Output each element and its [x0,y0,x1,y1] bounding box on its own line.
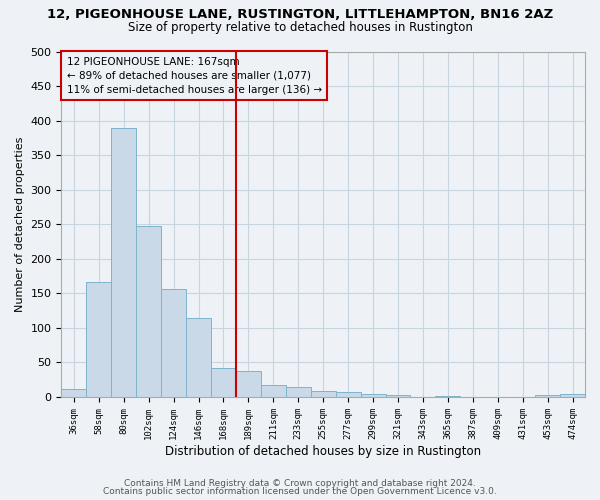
Bar [236,370,261,397]
Bar [436,396,460,397]
Bar [136,226,161,397]
Y-axis label: Number of detached properties: Number of detached properties [15,136,25,312]
Bar [111,128,136,397]
Bar [335,392,361,397]
Bar [161,289,186,397]
Bar [386,395,410,397]
Bar [286,388,311,397]
Text: 12 PIGEONHOUSE LANE: 167sqm
← 89% of detached houses are smaller (1,077)
11% of : 12 PIGEONHOUSE LANE: 167sqm ← 89% of det… [67,56,322,94]
Bar [361,394,386,397]
Bar [311,391,335,397]
Text: Contains public sector information licensed under the Open Government Licence v3: Contains public sector information licen… [103,487,497,496]
Bar [535,395,560,397]
Bar [560,394,585,397]
Text: Size of property relative to detached houses in Rustington: Size of property relative to detached ho… [128,21,472,34]
Bar [186,318,211,397]
Text: 12, PIGEONHOUSE LANE, RUSTINGTON, LITTLEHAMPTON, BN16 2AZ: 12, PIGEONHOUSE LANE, RUSTINGTON, LITTLE… [47,8,553,20]
Bar [86,282,111,397]
X-axis label: Distribution of detached houses by size in Rustington: Distribution of detached houses by size … [165,444,481,458]
Bar [61,388,86,397]
Text: Contains HM Land Registry data © Crown copyright and database right 2024.: Contains HM Land Registry data © Crown c… [124,478,476,488]
Bar [211,368,236,397]
Bar [261,384,286,397]
